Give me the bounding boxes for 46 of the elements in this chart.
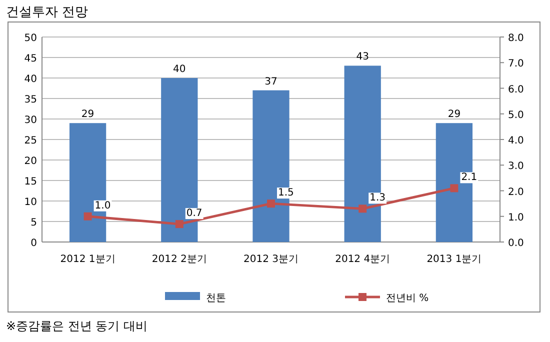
legend-label: 전년비 % (386, 293, 429, 304)
data-label: 1.0 (94, 200, 111, 212)
y2-tick-label: 2.0 (508, 186, 524, 198)
y-tick-label: 45 (24, 54, 37, 64)
point (267, 200, 275, 208)
data-label: 1.3 (370, 192, 386, 204)
y-tick-label: 50 (24, 33, 37, 44)
y-tick-label: 5 (30, 218, 37, 228)
y-tick-label: 25 (24, 136, 37, 146)
y-tick-label: 40 (24, 74, 37, 85)
data-label: 43 (356, 52, 369, 63)
legend-item: 전년비 % (345, 293, 429, 304)
x-tick-label: 2012 4분기 (335, 254, 390, 265)
y2-tick-label: 1.0 (508, 212, 524, 224)
text: ※증감률은 전년 동기 대비 (6, 319, 148, 333)
legend-item: 천톤 (165, 292, 226, 304)
data-label: 1.5 (278, 188, 294, 199)
x-tick-label: 2013 1분기 (426, 254, 482, 265)
y2-tick-label: 3.0 (508, 161, 524, 172)
y-tick-label: 30 (24, 115, 37, 126)
y-tick-label: 35 (24, 94, 37, 106)
data-label: 37 (264, 76, 278, 88)
y2-tick-label: 4.0 (508, 136, 524, 146)
data-label: 29 (81, 109, 94, 120)
point (175, 220, 184, 228)
x-tick-label: 2012 1분기 (60, 254, 116, 265)
point (84, 212, 92, 220)
data-label: 2.1 (461, 172, 478, 184)
data-label: 40 (173, 64, 186, 75)
y2-tick-label: 7.0 (508, 58, 524, 70)
x-tick-label: 2012 2분기 (152, 254, 207, 265)
y2-tick-label: 5.0 (508, 110, 524, 121)
title: 건설투자 전망 (6, 5, 88, 20)
point (450, 184, 458, 192)
y-tick-label: 15 (24, 176, 37, 188)
point (358, 204, 367, 213)
y-tick-label: 10 (24, 197, 37, 208)
data-label: 29 (448, 109, 461, 120)
y-tick-label: 20 (24, 156, 37, 167)
data-label: 0.7 (186, 208, 202, 220)
y2-tick-label: 6.0 (508, 84, 524, 96)
y2-tick-label: 8.0 (508, 33, 524, 44)
x-tick-label: 2012 3분기 (244, 254, 298, 265)
y2-tick-label: 0.0 (508, 238, 524, 249)
legend-label: 천톤 (206, 293, 226, 304)
y-tick-label: 0 (30, 238, 37, 249)
